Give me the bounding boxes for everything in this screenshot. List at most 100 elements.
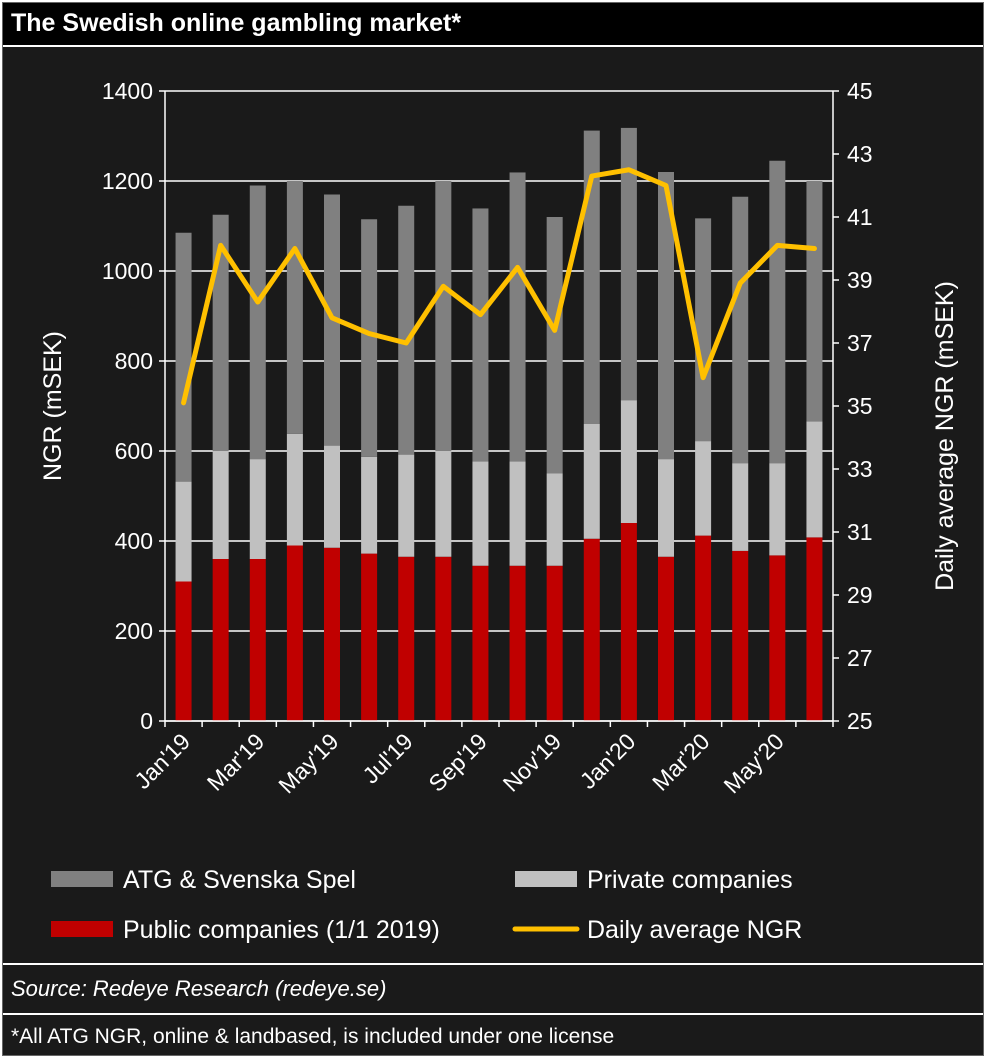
bar-public (324, 547, 340, 721)
chart-svg: 0 200 400 600 800 1000 1200 1400 25 27 29 31 33 35 37 3… (39, 78, 959, 944)
y2-tick-label: 41 (847, 204, 873, 230)
bar-private (583, 424, 600, 539)
bar-atg (435, 181, 452, 451)
bar-atg (806, 181, 823, 422)
x-tick-label: Jan'20 (575, 728, 641, 794)
bar-atg (732, 196, 749, 464)
line-point (627, 168, 631, 172)
x-tick-label: May'19 (273, 728, 343, 798)
bar-public (583, 538, 600, 721)
y-tick-label: 1400 (102, 78, 153, 104)
bar-public (286, 545, 303, 721)
line-point (404, 341, 408, 345)
x-tick-label: Sep'19 (423, 728, 492, 797)
bar-public (212, 559, 229, 721)
bar-atg (286, 181, 303, 434)
bar-public (695, 535, 712, 721)
bar-private (620, 400, 637, 523)
bar-atg (361, 219, 378, 457)
line-point (219, 243, 223, 247)
bar-atg (472, 208, 489, 462)
line-point (182, 401, 186, 405)
y2-tick-label: 43 (847, 141, 873, 167)
y-axis-title: NGR (mSEK) (39, 331, 67, 481)
bar-public (806, 537, 823, 721)
source-divider (3, 963, 983, 965)
y-tick-label: 200 (115, 618, 153, 644)
bar-atg (509, 172, 526, 462)
line-point (553, 328, 557, 332)
bar-private (546, 473, 563, 566)
bar-private (212, 451, 229, 559)
bar-private (286, 433, 303, 546)
x-tick-label: Mar'19 (202, 728, 270, 796)
bar-private (249, 459, 266, 559)
bar-atg (769, 160, 786, 464)
legend-label-3: Daily average NGR (587, 916, 802, 944)
bar-public (769, 555, 786, 721)
x-tick-label: May'20 (719, 728, 789, 798)
bar-private (324, 445, 340, 548)
y2-tick-label: 39 (847, 267, 873, 293)
y2-tick-label: 45 (847, 78, 873, 104)
line-point (516, 265, 520, 269)
bar-private (806, 421, 823, 538)
line-point (367, 332, 371, 336)
bar-public (435, 556, 452, 721)
legend-swatch-1 (515, 871, 577, 887)
title-bar: The Swedish online gambling market* (3, 3, 983, 47)
bar-public (546, 565, 563, 721)
y2-tick-label: 37 (847, 330, 873, 356)
y2-axis-title: Daily average NGR (mSEK) (931, 281, 959, 591)
legend-label-1: Private companies (587, 866, 793, 894)
bar-public (509, 565, 526, 721)
bar-private (658, 459, 674, 557)
bar-atg (398, 205, 415, 455)
y-tick-label: 1200 (102, 168, 153, 194)
y-tick-label: 1000 (102, 258, 153, 284)
y-tick-label: 400 (115, 528, 153, 554)
source-text: Source: Redeye Research (redeye.se) (11, 976, 387, 1001)
y-tick-label: 0 (140, 708, 153, 734)
line-point (775, 243, 779, 247)
line-point (738, 281, 742, 285)
bar-atg (546, 217, 563, 474)
bar-public (658, 556, 674, 721)
line-point (330, 316, 334, 320)
bar-private (695, 441, 712, 536)
bar-private (509, 461, 526, 566)
y2-tick-label: 35 (847, 393, 873, 419)
line-point (590, 174, 594, 178)
legend-label-0: ATG & Svenska Spel (123, 866, 356, 894)
bar-public (249, 559, 266, 721)
y2-tick-label: 27 (847, 645, 873, 671)
line-point (701, 376, 705, 380)
bar-atg (175, 232, 192, 482)
bar-private (398, 454, 415, 557)
bar-atg (620, 127, 637, 401)
line-point (664, 184, 668, 187)
legend-label-2: Public companies (1/1 2019) (123, 916, 440, 944)
bar-private (435, 451, 452, 557)
bar-private (175, 481, 192, 582)
x-tick-label: Mar'20 (647, 728, 715, 796)
legend-swatch-2 (51, 921, 113, 937)
bar-public (732, 550, 749, 721)
bar-public (472, 565, 489, 721)
line-daily-average (181, 167, 817, 406)
x-tick-label: Jul'19 (357, 728, 417, 788)
footnote-divider (3, 1013, 983, 1015)
bar-private (472, 461, 489, 566)
bar-atg (249, 185, 266, 460)
bar-public (620, 523, 637, 721)
x-tick-label: Nov'19 (498, 728, 567, 797)
line-point (441, 284, 445, 288)
bar-atg (695, 218, 712, 442)
bar-atg (658, 172, 674, 460)
y-tick-label: 800 (115, 348, 153, 374)
bar-private (732, 463, 749, 551)
line-point (293, 247, 297, 250)
bar-private (769, 463, 786, 556)
bar-atg (212, 214, 229, 451)
